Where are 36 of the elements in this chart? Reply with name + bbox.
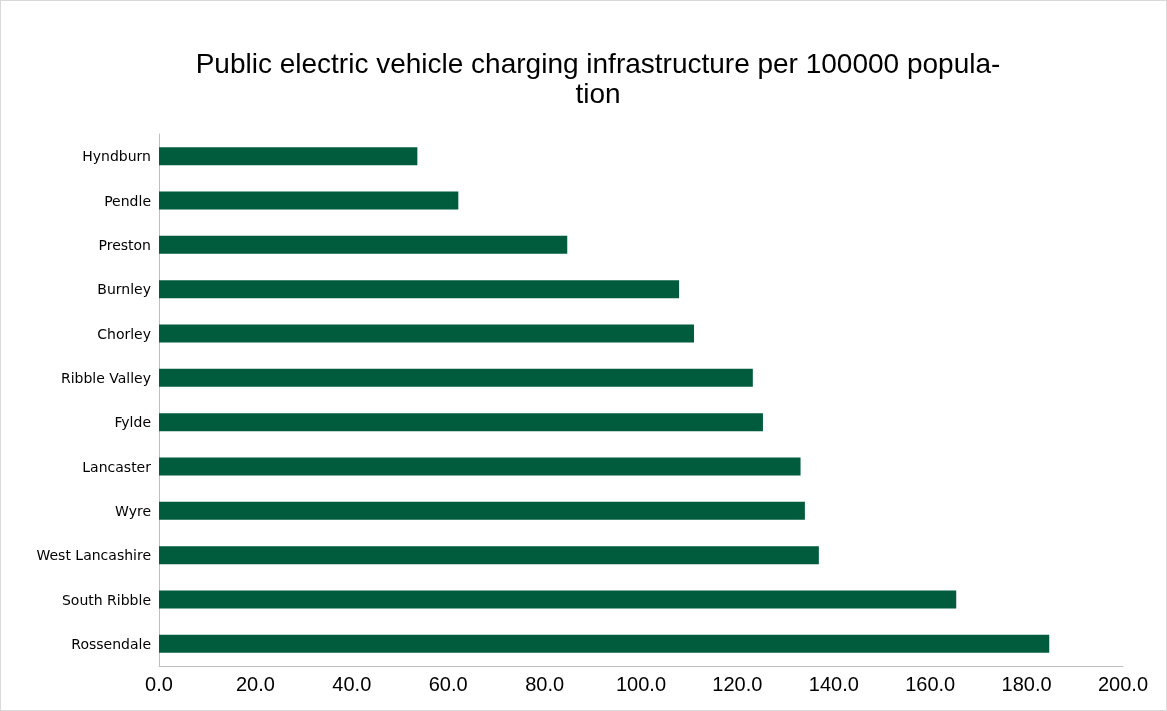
x-tick-label: 120.0: [712, 673, 763, 695]
x-tick-label: 160.0: [905, 673, 956, 695]
chart-title: Public electric vehicle charging infrastructure per 100000 popula- tion: [195, 47, 1001, 109]
x-tick-label: 80.0: [525, 673, 565, 695]
x-tick-label: 100.0: [615, 673, 667, 695]
y-tick-label: Ribble Valley: [60, 369, 151, 386]
x-tick-label: 40.0: [332, 673, 372, 695]
y-tick-label: Chorley: [97, 325, 151, 342]
y-tick-label: Burnley: [97, 281, 151, 298]
y-tick-label: Wyre: [115, 502, 151, 519]
bar: [159, 634, 1050, 653]
bar: [159, 147, 418, 166]
y-tick-label: Pendle: [104, 192, 151, 209]
x-tick-label: 60.0: [428, 673, 468, 695]
bar: [159, 413, 763, 432]
y-tick-label: Rossendale: [71, 635, 151, 652]
x-tick-label: 20.0: [235, 673, 275, 695]
bar: [159, 590, 957, 609]
bar: [159, 324, 695, 343]
y-tick-label: Preston: [98, 236, 151, 253]
bar: [159, 368, 753, 387]
bar: [159, 280, 680, 299]
y-tick-label: West Lancashire: [36, 547, 151, 564]
bar: [159, 191, 459, 210]
bar: [159, 457, 801, 476]
x-tick-label: 0.0: [145, 673, 173, 695]
x-tick-label: 200.0: [1097, 673, 1149, 695]
x-tick-label: 140.0: [808, 673, 859, 695]
y-tick-label: Hyndburn: [82, 148, 151, 165]
y-tick-label: Lancaster: [82, 458, 152, 475]
bar: [159, 501, 805, 520]
y-tick-label: South Ribble: [61, 591, 151, 608]
bar: [159, 546, 819, 565]
x-tick-label: 180.0: [1001, 673, 1052, 695]
bar: [159, 235, 568, 254]
y-tick-label: Fylde: [114, 414, 151, 431]
